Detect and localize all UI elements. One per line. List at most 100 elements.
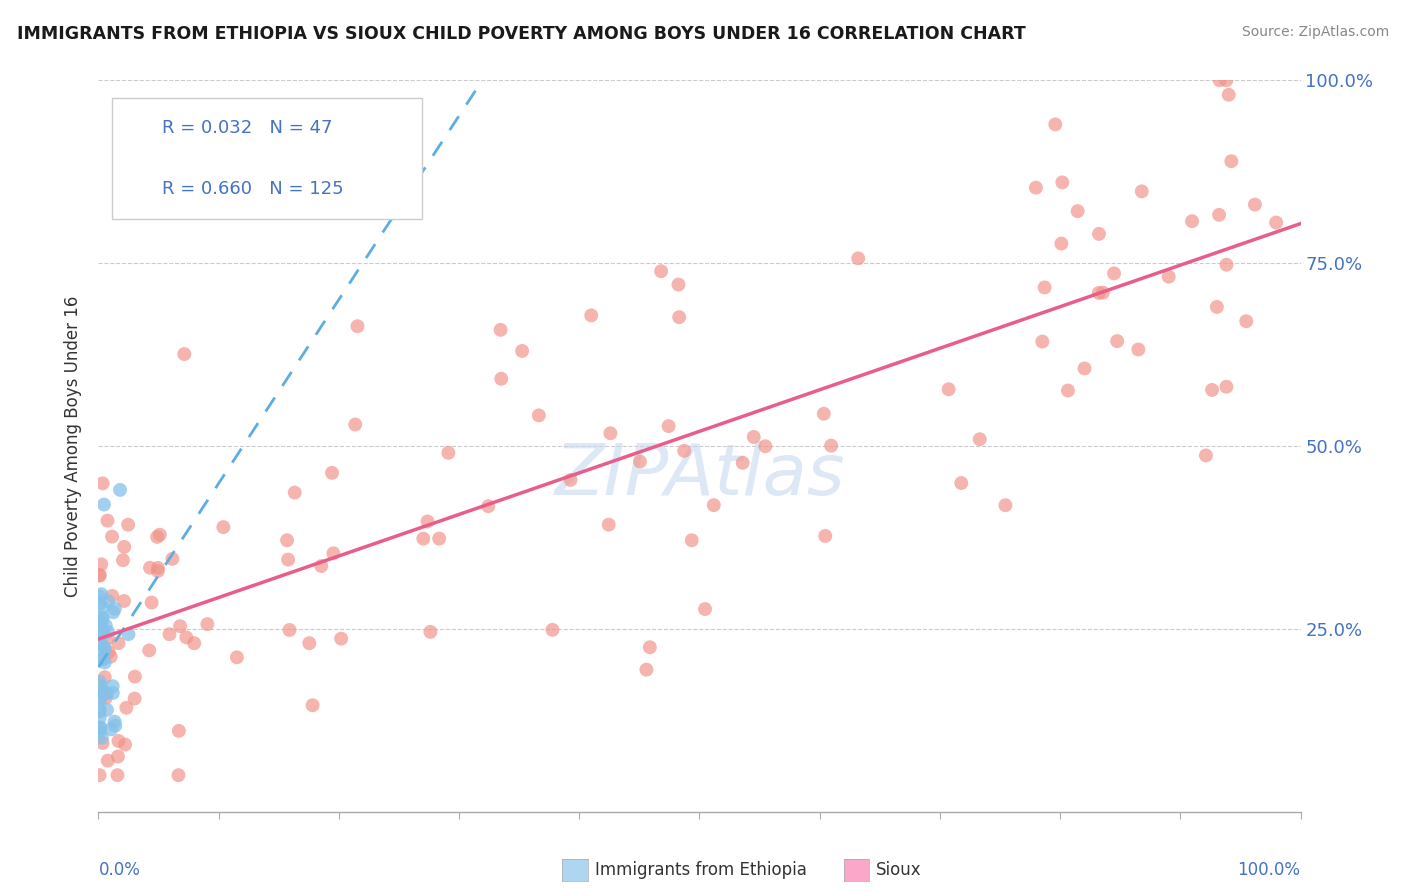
Point	[195, 617, 218, 632]
Point	[1066, 204, 1088, 219]
Point	[1091, 285, 1114, 300]
Point	[117, 517, 139, 532]
Point	[1025, 180, 1047, 194]
Point	[107, 768, 129, 782]
Point	[104, 601, 127, 615]
Point	[89, 768, 111, 782]
Point	[731, 456, 754, 470]
Point	[146, 561, 169, 575]
Point	[1033, 280, 1056, 294]
Point	[103, 605, 125, 619]
Point	[91, 612, 114, 626]
Point	[276, 533, 298, 548]
Point	[298, 636, 321, 650]
Point	[89, 690, 111, 705]
Point	[89, 568, 111, 582]
Point	[94, 618, 117, 632]
Point	[212, 520, 235, 534]
Point	[1265, 216, 1288, 230]
Point	[107, 734, 129, 748]
Point	[104, 714, 127, 729]
Point	[969, 432, 991, 446]
Text: Sioux: Sioux	[876, 861, 921, 880]
Point	[477, 499, 499, 513]
Point	[636, 663, 658, 677]
Point	[141, 596, 163, 610]
Point	[90, 634, 112, 648]
Point	[541, 623, 564, 637]
Point	[89, 638, 111, 652]
Point	[491, 372, 513, 386]
Point	[1234, 314, 1257, 328]
Point	[94, 670, 117, 684]
Point	[754, 439, 776, 453]
Point	[1244, 197, 1267, 211]
Point	[89, 614, 111, 628]
Point	[146, 564, 169, 578]
Point	[94, 690, 117, 705]
Point	[101, 679, 124, 693]
Point	[173, 347, 195, 361]
Point	[225, 650, 247, 665]
Point	[96, 514, 118, 528]
Point	[91, 600, 114, 615]
Point	[104, 718, 127, 732]
Point	[1201, 383, 1223, 397]
Point	[167, 723, 190, 738]
Point	[599, 426, 621, 441]
Point	[91, 736, 114, 750]
Point	[412, 532, 434, 546]
Text: 100.0%: 100.0%	[1237, 861, 1301, 880]
Point	[1181, 214, 1204, 228]
Point	[1157, 269, 1180, 284]
Point	[139, 560, 162, 574]
Point	[510, 343, 533, 358]
Point	[419, 624, 441, 639]
Text: Source: ZipAtlas.com: Source: ZipAtlas.com	[1241, 25, 1389, 39]
Point	[814, 529, 837, 543]
Point	[159, 627, 181, 641]
Point	[89, 618, 111, 632]
Point	[124, 691, 146, 706]
Point	[321, 466, 343, 480]
Point	[1205, 300, 1227, 314]
Point	[91, 624, 114, 639]
Point	[94, 640, 117, 655]
Point	[94, 656, 117, 670]
Point	[650, 264, 672, 278]
Text: R = 0.660   N = 125: R = 0.660 N = 125	[162, 180, 343, 198]
Point	[1220, 154, 1243, 169]
Point	[97, 754, 120, 768]
Point	[89, 721, 111, 735]
Point	[950, 476, 973, 491]
Point	[1215, 380, 1237, 394]
Point	[284, 485, 307, 500]
Point	[101, 530, 124, 544]
Text: R = 0.032   N = 47: R = 0.032 N = 47	[162, 119, 332, 136]
Point	[668, 277, 690, 292]
Point	[138, 643, 160, 657]
Point	[112, 594, 135, 608]
Point	[89, 674, 111, 689]
Point	[93, 644, 115, 658]
Point	[560, 473, 582, 487]
Point	[89, 691, 111, 706]
Point	[703, 498, 725, 512]
Point	[90, 558, 112, 572]
Point	[344, 417, 367, 432]
Point	[89, 705, 111, 719]
Point	[89, 628, 111, 642]
Point	[581, 309, 603, 323]
Point	[96, 686, 118, 700]
Point	[117, 627, 139, 641]
Point	[112, 540, 135, 554]
Point	[111, 553, 134, 567]
Point	[628, 454, 651, 468]
Point	[97, 594, 120, 608]
Point	[311, 559, 333, 574]
Point	[162, 552, 184, 566]
Point	[846, 252, 869, 266]
Point	[89, 702, 111, 716]
Point	[101, 589, 124, 603]
Point	[91, 610, 114, 624]
